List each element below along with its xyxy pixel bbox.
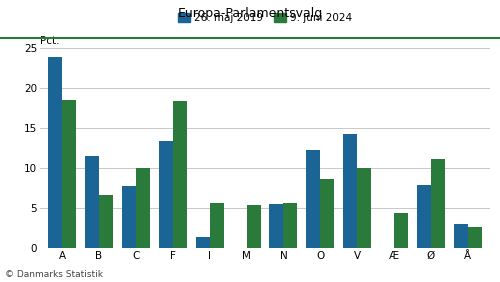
Bar [394,213,408,248]
Bar [99,195,113,248]
Bar [136,168,150,248]
Bar [343,134,357,248]
Text: Pct.: Pct. [40,36,60,46]
Bar [320,179,334,248]
Bar [48,57,62,248]
Bar [417,185,431,248]
Bar [62,100,76,248]
Text: Europa-Parlamentsvalg: Europa-Parlamentsvalg [178,7,322,20]
Bar [246,205,260,248]
Bar [284,203,298,248]
Text: © Danmarks Statistik: © Danmarks Statistik [5,270,103,279]
Bar [357,168,371,248]
Bar [210,202,224,248]
Bar [431,159,445,248]
Bar [159,141,173,248]
Bar [306,151,320,248]
Bar [173,101,187,248]
Bar [270,204,283,248]
Bar [468,227,482,248]
Bar [196,237,209,248]
Legend: 26. maj 2019, 9. juni 2024: 26. maj 2019, 9. juni 2024 [174,9,356,27]
Bar [454,224,468,248]
Bar [122,186,136,248]
Bar [85,156,99,248]
